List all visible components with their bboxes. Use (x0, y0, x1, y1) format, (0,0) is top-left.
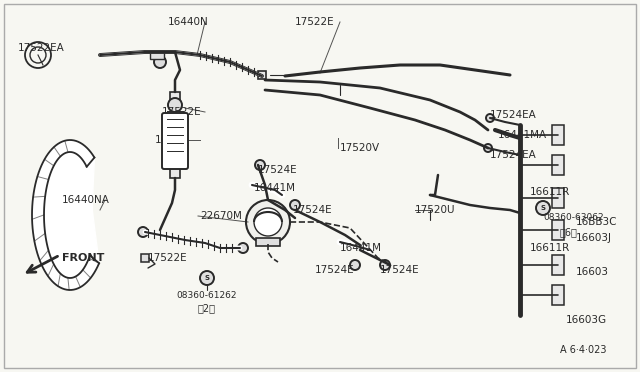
Circle shape (254, 208, 282, 236)
Circle shape (255, 160, 265, 170)
Polygon shape (32, 140, 99, 290)
Circle shape (246, 200, 290, 244)
Text: 16440NA: 16440NA (62, 195, 110, 205)
FancyBboxPatch shape (162, 113, 188, 169)
Circle shape (238, 243, 248, 253)
Text: 22670M: 22670M (200, 211, 242, 221)
Text: 16BB3C: 16BB3C (576, 217, 618, 227)
Text: S: S (541, 205, 545, 211)
Text: 17524E: 17524E (258, 165, 298, 175)
Text: 17522EA: 17522EA (18, 43, 65, 53)
Text: 08360-61262: 08360-61262 (177, 291, 237, 299)
Circle shape (138, 227, 148, 237)
Text: S: S (205, 275, 209, 281)
Text: 16441M: 16441M (340, 243, 382, 253)
Text: 16603J: 16603J (576, 233, 612, 243)
Text: A 6·4·023: A 6·4·023 (560, 345, 607, 355)
Bar (150, 51, 164, 59)
Text: 17524E: 17524E (380, 265, 420, 275)
Text: 16611R: 16611R (530, 243, 570, 253)
Text: 17522E: 17522E (162, 107, 202, 117)
Text: 16441M: 16441M (254, 183, 296, 193)
Bar (170, 168, 180, 178)
Text: 16440N: 16440N (168, 17, 209, 27)
Circle shape (380, 260, 390, 270)
Bar (258, 71, 266, 79)
Bar (552, 255, 564, 275)
Text: 16611R: 16611R (530, 187, 570, 197)
Text: 17524EA: 17524EA (490, 110, 537, 120)
Circle shape (290, 200, 300, 210)
Text: 17520U: 17520U (415, 205, 456, 215)
Text: 08360-63062: 08360-63062 (543, 214, 604, 222)
Bar (552, 155, 564, 175)
Bar (141, 254, 149, 262)
Circle shape (200, 271, 214, 285)
Bar (170, 92, 180, 102)
Bar (552, 285, 564, 305)
Circle shape (484, 144, 492, 152)
Bar (552, 220, 564, 240)
Circle shape (486, 114, 494, 122)
Text: 16441MA: 16441MA (498, 130, 547, 140)
Text: FRONT: FRONT (62, 253, 104, 263)
Text: （2）: （2） (198, 303, 216, 313)
Bar (256, 238, 280, 246)
Circle shape (168, 98, 182, 112)
Text: 16603: 16603 (576, 267, 609, 277)
Text: 17520V: 17520V (340, 143, 380, 153)
Text: 17524E: 17524E (293, 205, 333, 215)
Text: 17524EA: 17524EA (490, 150, 537, 160)
Text: 17522E: 17522E (295, 17, 335, 27)
Text: （6）: （6） (560, 227, 578, 237)
Circle shape (350, 260, 360, 270)
Bar (552, 125, 564, 145)
Bar (552, 188, 564, 208)
Text: 17522E: 17522E (148, 253, 188, 263)
Text: 17524E: 17524E (315, 265, 355, 275)
Text: 16400: 16400 (155, 135, 188, 145)
Circle shape (154, 56, 166, 68)
Text: 16603G: 16603G (566, 315, 607, 325)
Circle shape (536, 201, 550, 215)
